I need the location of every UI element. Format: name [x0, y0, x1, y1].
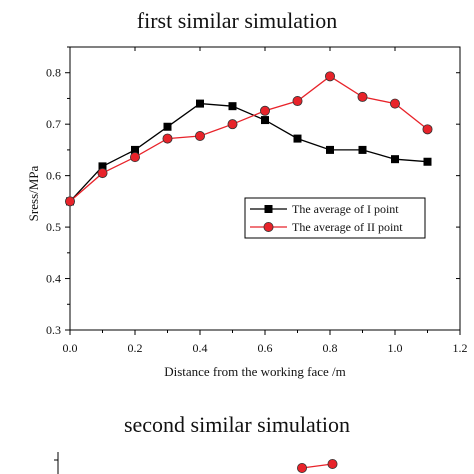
series-line-2 [69, 75, 428, 202]
series-1-point [293, 134, 302, 143]
series-2-point [422, 124, 433, 135]
series-2-point [162, 133, 173, 144]
series-2-point [324, 71, 335, 82]
y-tick-label: 0.6 [46, 169, 61, 183]
second-chart-point [296, 462, 307, 473]
series-2-point [259, 105, 270, 116]
x-tick-label: 0.2 [128, 341, 143, 355]
y-tick-label: 0.8 [46, 66, 61, 80]
y-tick-label: 0.7 [46, 117, 61, 131]
series-1-point [326, 145, 334, 154]
series-2-point [194, 131, 205, 142]
series-2-point [357, 91, 368, 102]
x-tick-label: 0.0 [63, 341, 78, 355]
x-tick-label: 0.8 [323, 341, 338, 355]
series-line-1 [69, 102, 428, 202]
plot-frame [69, 46, 461, 331]
second-chart-title: second similar simulation [123, 412, 351, 437]
x-axis-label: Distance from the working face /m [164, 364, 346, 379]
series-1-point [163, 122, 172, 131]
series-2-point [292, 96, 303, 107]
series-2-point [129, 152, 140, 163]
y-axis-label: Sress/MPa [26, 165, 41, 221]
series-1-point [358, 145, 367, 154]
series-2-point [389, 98, 400, 109]
series-1-point [228, 102, 237, 111]
legend-label-2: The average of II point [292, 220, 403, 234]
x-tick-label: 1.2 [453, 341, 468, 355]
legend-box [244, 197, 426, 239]
series-1-point [196, 99, 204, 108]
series-2-point [65, 196, 76, 207]
series-1-point [423, 157, 432, 166]
x-tick-label: 0.4 [193, 341, 208, 355]
first-chart: 0.0 0.2 0.4 0.6 0.8 1.0 1.2 0.3 0.4 0.5 0.6 0.7 0.8 D… [26, 46, 468, 379]
legend-marker-2 [263, 221, 274, 232]
chart-title: first similar simulation [136, 8, 338, 33]
second-chart-point [327, 458, 338, 469]
series-2-point [97, 168, 108, 179]
legend-label-1: The average of I point [292, 202, 399, 216]
y-tick-label: 0.4 [46, 272, 61, 286]
x-tick-label: 0.6 [258, 341, 273, 355]
series-1-point [261, 116, 269, 125]
y-tick-label: 0.5 [46, 220, 61, 234]
second-chart [54, 452, 338, 474]
x-tick-label: 1.0 [388, 341, 403, 355]
legend-marker-1 [264, 205, 273, 213]
series-1-point [131, 145, 139, 154]
series-1-point [391, 155, 399, 164]
series-2-point [227, 119, 238, 130]
second-chart-series-line [301, 463, 333, 469]
y-tick-label: 0.3 [46, 323, 61, 337]
series-1-point [98, 162, 107, 171]
